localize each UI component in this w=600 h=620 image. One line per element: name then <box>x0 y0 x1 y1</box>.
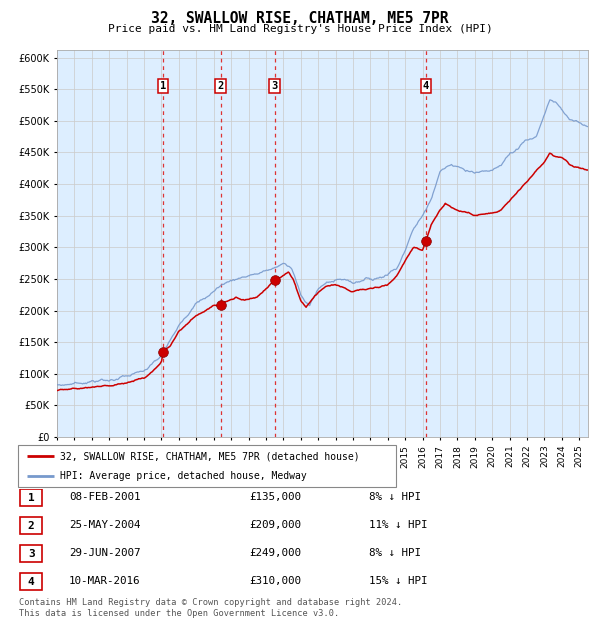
Text: £249,000: £249,000 <box>249 548 301 558</box>
Text: Price paid vs. HM Land Registry's House Price Index (HPI): Price paid vs. HM Land Registry's House … <box>107 24 493 33</box>
Text: £209,000: £209,000 <box>249 520 301 530</box>
Text: 15% ↓ HPI: 15% ↓ HPI <box>369 576 427 586</box>
FancyBboxPatch shape <box>20 490 42 506</box>
Text: 25-MAY-2004: 25-MAY-2004 <box>69 520 140 530</box>
Text: 2: 2 <box>28 521 35 531</box>
Text: 8% ↓ HPI: 8% ↓ HPI <box>369 548 421 558</box>
FancyBboxPatch shape <box>20 517 42 534</box>
Text: HPI: Average price, detached house, Medway: HPI: Average price, detached house, Medw… <box>59 471 307 481</box>
Text: 32, SWALLOW RISE, CHATHAM, ME5 7PR: 32, SWALLOW RISE, CHATHAM, ME5 7PR <box>151 11 449 26</box>
Text: 10-MAR-2016: 10-MAR-2016 <box>69 576 140 586</box>
Text: 4: 4 <box>423 81 429 91</box>
FancyBboxPatch shape <box>20 546 42 562</box>
Text: 08-FEB-2001: 08-FEB-2001 <box>69 492 140 502</box>
Text: £135,000: £135,000 <box>249 492 301 502</box>
Text: 8% ↓ HPI: 8% ↓ HPI <box>369 492 421 502</box>
Text: 11% ↓ HPI: 11% ↓ HPI <box>369 520 427 530</box>
Text: 32, SWALLOW RISE, CHATHAM, ME5 7PR (detached house): 32, SWALLOW RISE, CHATHAM, ME5 7PR (deta… <box>59 451 359 461</box>
Text: 2: 2 <box>218 81 224 91</box>
Text: 1: 1 <box>28 493 35 503</box>
Text: 1: 1 <box>160 81 166 91</box>
FancyBboxPatch shape <box>18 445 396 487</box>
Text: 29-JUN-2007: 29-JUN-2007 <box>69 548 140 558</box>
Text: 3: 3 <box>271 81 278 91</box>
FancyBboxPatch shape <box>20 573 42 590</box>
Text: 4: 4 <box>28 577 35 587</box>
Text: £310,000: £310,000 <box>249 576 301 586</box>
Text: Contains HM Land Registry data © Crown copyright and database right 2024.
This d: Contains HM Land Registry data © Crown c… <box>19 598 403 618</box>
Text: 3: 3 <box>28 549 35 559</box>
